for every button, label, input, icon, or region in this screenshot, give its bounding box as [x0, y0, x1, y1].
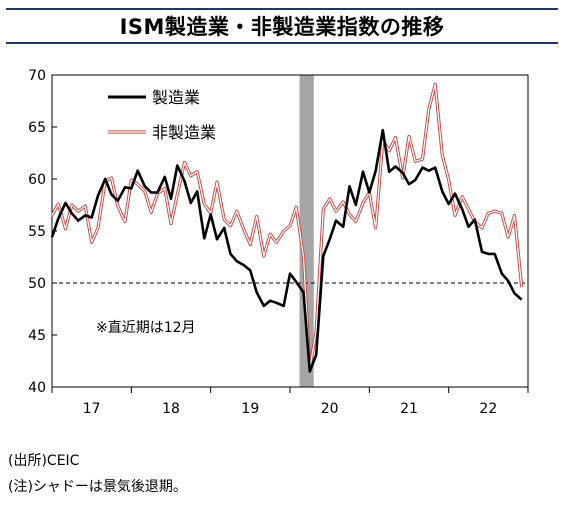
x-tick-label: 21: [400, 401, 418, 417]
annotation-latest-period: ※直近期は12月: [96, 319, 196, 336]
y-tick-label: 55: [28, 224, 46, 240]
y-tick-label: 40: [28, 380, 46, 396]
y-tick-label: 45: [28, 328, 46, 344]
x-tick-label: 20: [321, 401, 339, 417]
source-note: (出所)CEIC: [8, 453, 80, 469]
plot-frame: [51, 74, 529, 388]
x-tick-label: 22: [479, 401, 497, 417]
y-tick-label: 65: [28, 120, 46, 136]
caption-note: (注)シャドーは景気後退期。: [8, 479, 187, 495]
chart-title: ISM製造業・非製造業指数の推移: [119, 15, 445, 39]
x-tick-label: 18: [162, 401, 180, 417]
y-tick-label: 50: [28, 276, 46, 292]
recession-shade: [299, 75, 314, 387]
chart-title-box: ISM製造業・非製造業指数の推移: [6, 8, 558, 44]
x-tick-label: 19: [241, 401, 259, 417]
legend-label-manufacturing: 製造業: [152, 88, 200, 107]
y-tick-label: 70: [28, 68, 46, 84]
x-tick-label: 17: [83, 401, 101, 417]
series-line-manufacturing: [50, 128, 523, 373]
legend-label-non-manufacturing: 非製造業: [152, 123, 216, 142]
y-tick-label: 60: [28, 172, 46, 188]
